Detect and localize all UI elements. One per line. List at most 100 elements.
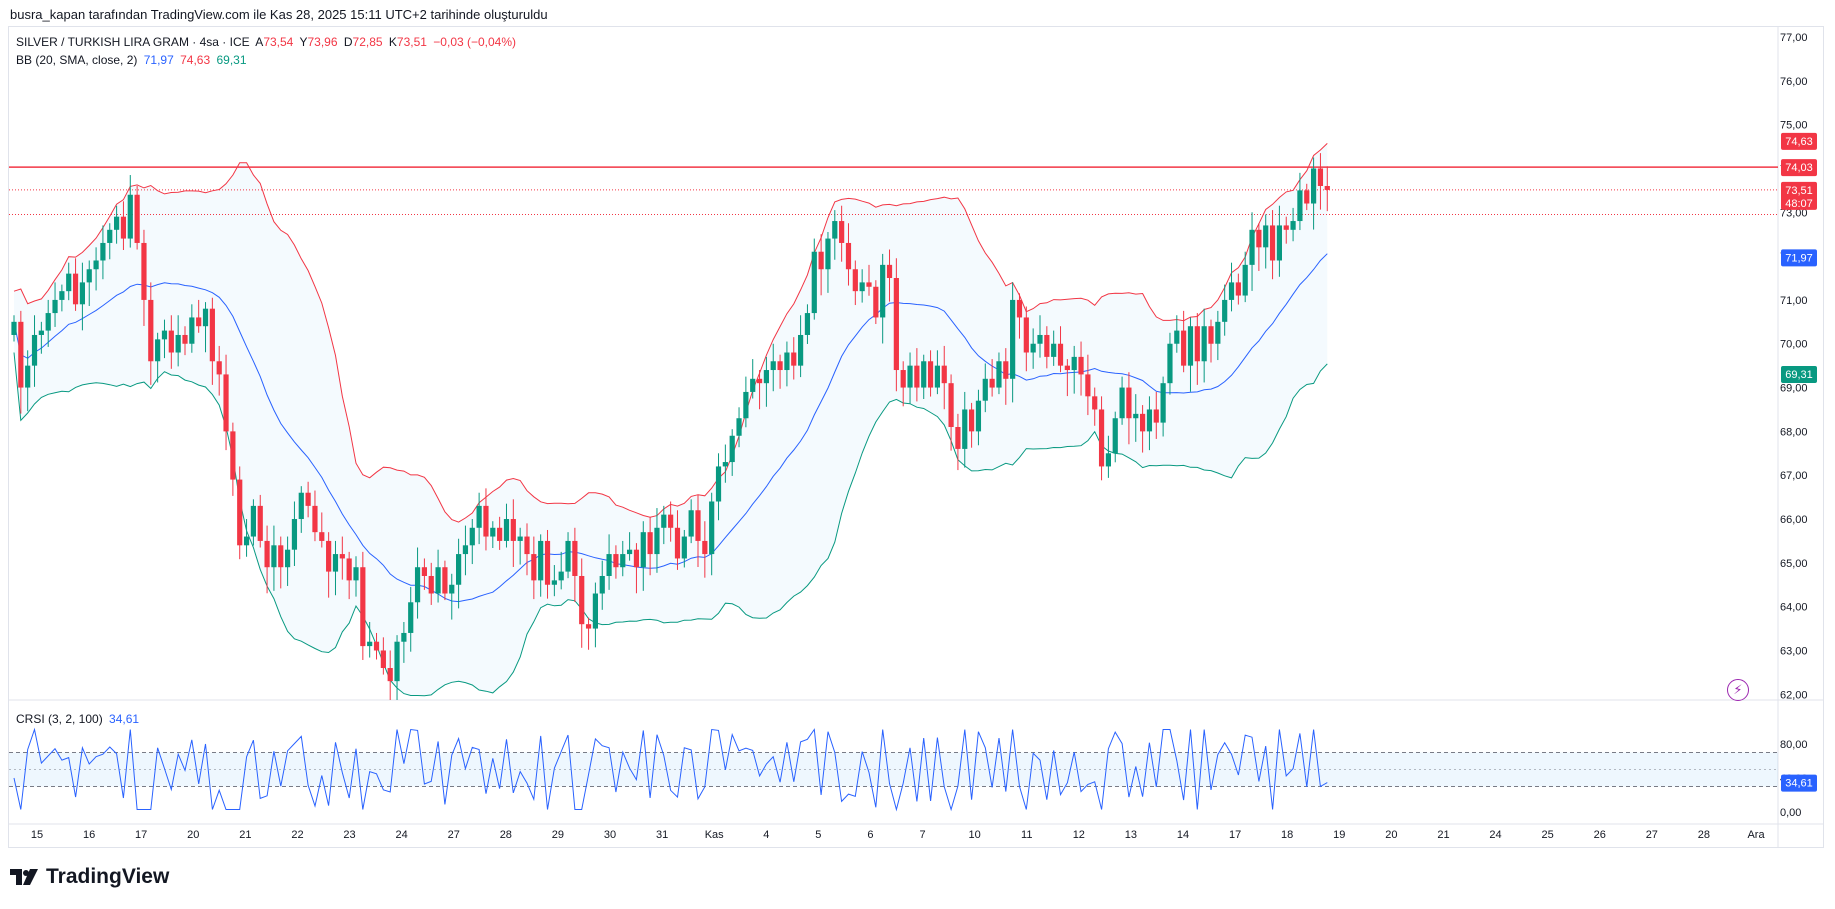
time-tick-label: 24 [396,829,408,841]
time-tick-label: Kas [705,829,724,841]
crsi-name: CRSI (3, 2, 100) [16,712,103,726]
price-tick-label: 63,00 [1780,645,1808,657]
candle-body [709,501,715,555]
candle-body [1037,334,1043,344]
candle-body [654,527,660,555]
candle-body [134,194,140,243]
time-tick-label: 31 [656,829,668,841]
symbol-legend[interactable]: SILVER / TURKISH LIRA GRAM · 4sa · ICE A… [16,35,519,49]
candle-body [223,374,229,432]
candle-body [291,519,298,550]
open-label: A [255,35,264,49]
candle-body [175,334,181,353]
price-tag [1781,132,1817,150]
candle-body [86,269,92,283]
close-value: 73,51 [396,35,427,49]
candle-body [380,650,386,669]
candle-body [859,282,865,292]
candle-body [900,370,906,388]
candle-body [449,584,455,594]
candle-body [18,321,24,388]
candle-body [1228,282,1235,300]
candle-body [319,532,325,541]
price-tick-label: 67,00 [1780,470,1808,482]
candle-body [1174,330,1180,344]
candle-body [907,365,913,388]
candle-body [161,330,168,340]
crsi-tick-label: 0,00 [1780,807,1801,819]
candle-body [750,378,756,392]
candle-body [408,602,414,633]
candle-body [1167,343,1173,384]
candle-body [462,545,469,555]
time-tick-label: 19 [1333,829,1345,841]
price-tag-label: 71,97 [1785,252,1813,264]
candle-body [551,580,557,585]
candle-body [1256,229,1262,248]
candle-body [941,365,947,384]
crsi-value: 34,61 [109,712,140,726]
price-tick-label: 71,00 [1780,295,1808,307]
candle-body [1304,190,1310,204]
candle-body [435,567,441,594]
crsi-legend[interactable]: CRSI (3, 2, 100) 34,61 [16,712,142,726]
candle-body [93,260,99,270]
candle-body [1222,299,1228,322]
candle-body [1194,326,1200,362]
tradingview-logo-icon [10,869,38,885]
candle-body [428,575,434,594]
low-value: 72,85 [352,35,383,49]
candle-body [1263,225,1269,248]
price-tick-label: 65,00 [1780,558,1808,570]
candle-body [927,361,934,388]
time-tick-label: 17 [135,829,147,841]
candle-body [1201,326,1207,362]
candle-body [189,317,195,344]
change-value: −0,03 (−0,04%) [433,35,517,49]
time-tick-label: 17 [1229,829,1241,841]
candle-body [59,291,65,300]
candle-body [278,545,284,568]
candle-body [1269,225,1276,261]
candle-body [565,540,571,572]
open-value: 73,54 [263,35,294,49]
candle-body [777,361,783,371]
candle-body [921,361,927,388]
candle-body [1105,453,1111,467]
price-tick-label: 76,00 [1780,76,1808,88]
lightning-icon[interactable]: ⚡ [1727,679,1749,701]
time-tick-label: 20 [187,829,199,841]
candle-body [305,492,311,506]
candle-body [339,554,345,559]
candle-body [661,514,667,528]
bb-legend[interactable]: BB (20, SMA, close, 2) 71,97 74,63 69,31 [16,53,250,67]
candle-body [182,334,188,344]
candle-body [948,383,954,427]
time-tick-label: 28 [1698,829,1710,841]
candle-body [202,308,209,327]
candle-body [1297,190,1303,222]
candle-body [784,352,790,371]
time-tick-label: 25 [1542,829,1554,841]
time-tick-label: 28 [500,829,512,841]
candle-body [982,378,988,401]
time-tick-label: 26 [1594,829,1606,841]
candle-body [52,299,58,314]
candle-body [791,352,797,366]
candle-body [845,242,852,270]
candle-body [155,339,161,362]
bb-fill [14,143,1328,696]
candle-body [45,313,51,331]
time-tick-label: 15 [31,829,43,841]
price-tag-label: 69,31 [1785,369,1813,381]
candle-body [421,567,427,576]
candle-body [702,540,708,555]
candle-body [743,391,749,419]
candle-body [373,641,380,651]
high-value: 73,96 [307,35,338,49]
time-tick-label: 7 [919,829,925,841]
candle-body [852,269,858,292]
candle-body [770,361,776,371]
candle-body [285,549,291,568]
